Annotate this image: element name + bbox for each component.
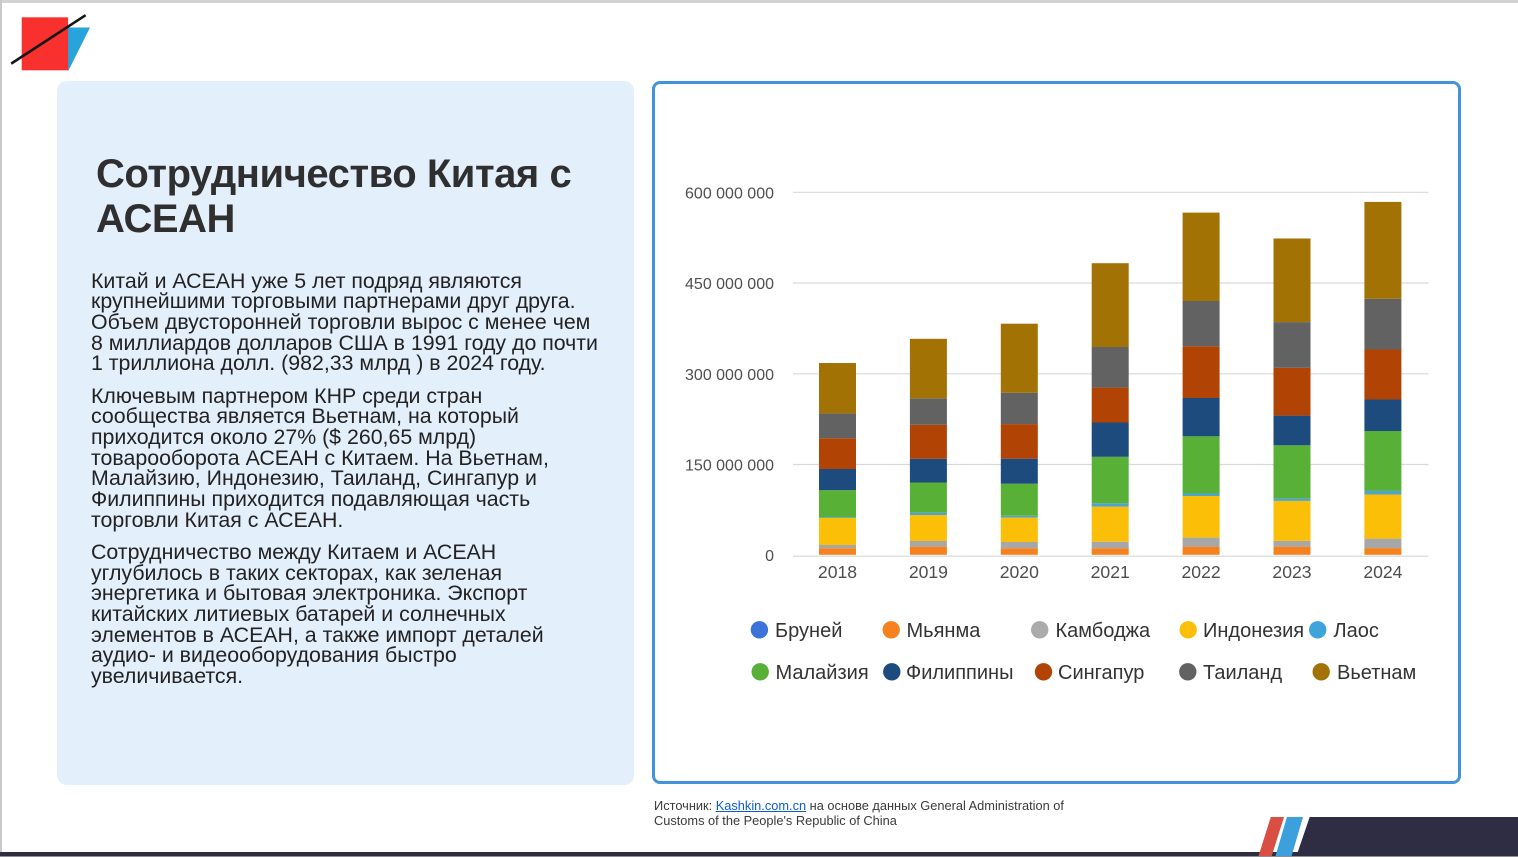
svg-text:Камбоджа: Камбоджа: [1056, 620, 1151, 642]
svg-text:Бруней: Бруней: [775, 620, 842, 642]
svg-text:Малайзия: Малайзия: [776, 662, 869, 684]
svg-text:2023: 2023: [1272, 562, 1311, 582]
svg-text:2019: 2019: [909, 562, 948, 582]
svg-text:Таиланд: Таиланд: [1203, 662, 1282, 684]
svg-text:450 000 000: 450 000 000: [685, 276, 774, 293]
svg-text:300 000 000: 300 000 000: [685, 367, 774, 384]
svg-text:Индонезия: Индонезия: [1203, 620, 1304, 642]
svg-text:2022: 2022: [1182, 562, 1221, 582]
svg-text:Лаос: Лаос: [1334, 620, 1379, 642]
svg-text:Вьетнам: Вьетнам: [1337, 662, 1416, 684]
svg-text:2018: 2018: [818, 562, 857, 582]
svg-text:0: 0: [765, 548, 774, 565]
svg-text:2024: 2024: [1363, 562, 1402, 582]
svg-text:Мьянма: Мьянма: [907, 620, 982, 642]
svg-text:150 000 000: 150 000 000: [685, 458, 774, 475]
svg-text:Филиппины: Филиппины: [906, 662, 1013, 684]
svg-text:600 000 000: 600 000 000: [685, 185, 774, 202]
svg-text:2021: 2021: [1091, 562, 1130, 582]
svg-text:2020: 2020: [1000, 562, 1039, 582]
svg-text:Сингапур: Сингапур: [1058, 662, 1144, 684]
